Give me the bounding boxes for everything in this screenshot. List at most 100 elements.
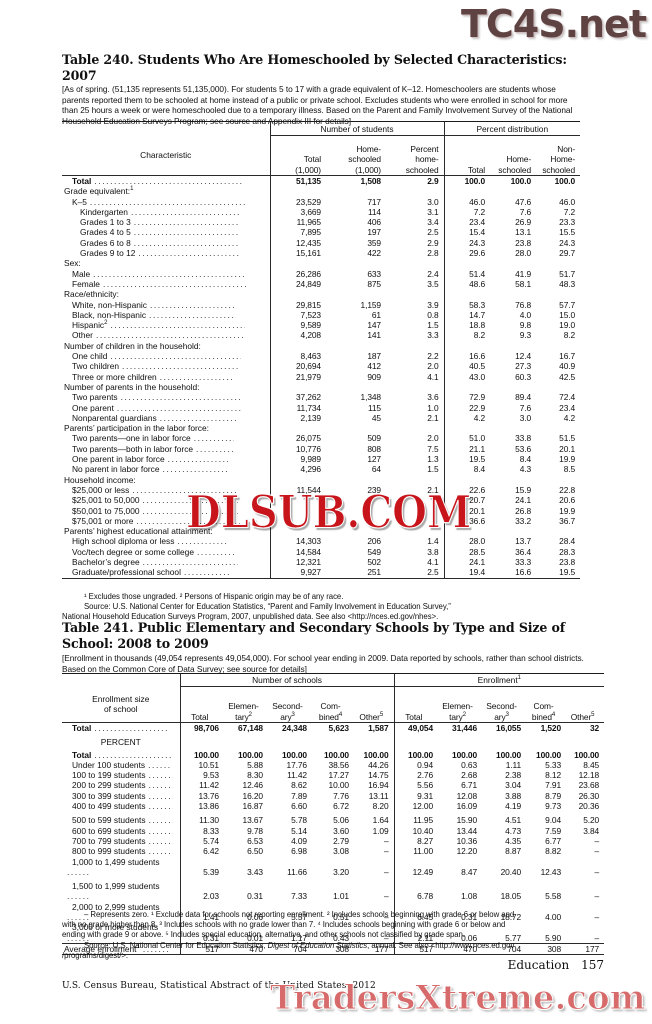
- dot-leader: ........................................…: [148, 780, 173, 791]
- row-label-text: 600 to 699 students: [72, 825, 146, 836]
- cell-value: 3.8: [427, 546, 439, 557]
- cell-value: 9.73: [545, 801, 562, 812]
- table-row: 3,000 or more students..................…: [62, 922, 604, 944]
- cell-value: [386, 495, 444, 505]
- cell-value: 17.76: [286, 759, 308, 770]
- cell-value: 26.9: [515, 217, 532, 228]
- cell-value: 147: [367, 320, 381, 331]
- cell-value: 12.43: [540, 866, 562, 877]
- cell-value: 2.0: [427, 361, 439, 372]
- cell-value: 1,520: [526, 722, 567, 734]
- cell-value: 5.56: [393, 780, 439, 791]
- cell-value: 5.57: [291, 912, 307, 923]
- cell-value: 76.8: [515, 299, 532, 310]
- dot-leader: ........................................…: [110, 320, 245, 331]
- row-label: K–5.....................................…: [62, 197, 270, 207]
- cell-empty: [386, 289, 444, 299]
- cell-value: 8.27: [393, 835, 439, 847]
- cell-value: 9.04: [545, 815, 562, 826]
- cell-value: 633: [367, 268, 381, 279]
- cell-value: 16.6: [515, 567, 532, 578]
- dot-leader: ........................................…: [133, 217, 239, 228]
- cell-value: 20.1: [443, 505, 491, 516]
- cell-value: 24,348: [268, 722, 312, 734]
- cell-value: 100.00: [179, 749, 224, 760]
- table-row: Two children............................…: [62, 361, 580, 372]
- cell-value: 11,544: [269, 484, 326, 496]
- dot-leader: ........................................…: [149, 309, 236, 320]
- cell-value: 251: [367, 567, 381, 578]
- cell-value: 4.1: [427, 556, 439, 567]
- dot-leader: ........................................…: [133, 227, 239, 238]
- row-label-text: One parent in labor force: [72, 454, 165, 465]
- row-label-text: $25,001 to 50,000: [72, 495, 140, 506]
- row-label-text: 100 to 199 students: [72, 770, 146, 781]
- cell-value: 26,286: [269, 268, 326, 279]
- cell-value: 3,669: [269, 206, 326, 218]
- cell-value: 100.0: [443, 175, 491, 187]
- cell-value: 549: [367, 546, 381, 557]
- cell-value: 13.76: [179, 790, 224, 802]
- rule: [394, 954, 439, 958]
- dot-leader: ........................................…: [196, 546, 237, 557]
- cell-empty: [386, 475, 444, 485]
- cell-value: 23.4: [443, 217, 491, 228]
- row-label-text: Kindergarten: [80, 206, 128, 217]
- cell-value: 100.00: [323, 749, 349, 760]
- row-label: Male....................................…: [62, 269, 270, 279]
- cell-empty: [490, 341, 536, 351]
- row-label-text: Graduate/professional school: [72, 567, 181, 578]
- row-spacer: [62, 811, 604, 816]
- rule: [444, 577, 491, 581]
- cell-value: 4.2: [443, 412, 491, 424]
- row-label: One parent..............................…: [62, 403, 270, 413]
- cell-value: 10.40: [393, 825, 439, 836]
- row-label-text: Female: [72, 278, 100, 289]
- rule: [270, 577, 326, 581]
- cell-value: 11.66: [287, 866, 307, 877]
- spacer-cell: [179, 811, 224, 816]
- table-240-headnote: [As of spring. (51,135 represents 51,135…: [62, 84, 573, 126]
- cell-value: 3.6: [427, 392, 439, 403]
- cell-value: 18.72: [500, 912, 522, 923]
- section-heading: Parents’ participation in the labor forc…: [64, 423, 209, 434]
- table-bottom-rule: [62, 954, 605, 958]
- cell-value: 704: [268, 942, 312, 955]
- cell-value: 89.4: [515, 392, 532, 403]
- cell-empty: [326, 186, 386, 196]
- cell-value: 1.64: [372, 815, 389, 826]
- cell-value: 1.09: [372, 825, 389, 836]
- cell-value: 12,435: [269, 237, 326, 249]
- cell-value: 8.45: [583, 759, 600, 770]
- table-row: 400 to 499 students.....................…: [62, 801, 604, 812]
- cell-value: 17.27: [328, 770, 350, 781]
- group-header-number-of-schools: Number of schools: [179, 673, 395, 687]
- dot-leader: ........................................…: [177, 536, 229, 547]
- cell-value: 0.51: [333, 912, 349, 923]
- cell-empty: [526, 733, 566, 749]
- cell-value: 14.75: [368, 770, 389, 781]
- dot-leader: ........................................…: [67, 912, 91, 923]
- cell-value: 21.1: [443, 443, 491, 455]
- row-label: 1,500 to 1,999 students.................…: [62, 881, 180, 902]
- cell-value: 100.00: [452, 749, 478, 760]
- row-label: High school diploma or less.............…: [62, 536, 270, 546]
- cell-value: 16.87: [242, 801, 264, 812]
- cell-value: 114: [367, 206, 381, 217]
- table-row: Hispanic2...............................…: [62, 320, 580, 331]
- cell-value: 1.3: [427, 454, 439, 465]
- rule: [536, 577, 581, 581]
- table-row: Nonparental guardians...................…: [62, 412, 580, 424]
- cell-value: 11.30: [179, 815, 224, 826]
- table-row: No parent in labor force................…: [62, 464, 580, 475]
- row-label: White, non-Hispanic.....................…: [62, 300, 270, 310]
- cell-value: 909: [367, 371, 381, 382]
- group-header-percent-distribution: Percent distribution: [443, 121, 581, 136]
- row-label: Bachelor’s degree.......................…: [62, 557, 270, 567]
- cell-value: 3.5: [427, 278, 439, 289]
- row-label: One child...............................…: [62, 351, 270, 361]
- row-label: 400 to 499 students.....................…: [62, 801, 180, 811]
- cell-empty: [438, 733, 482, 749]
- dot-leader: ........................................…: [142, 495, 238, 506]
- row-label-text: Nonparental guardians: [72, 412, 157, 423]
